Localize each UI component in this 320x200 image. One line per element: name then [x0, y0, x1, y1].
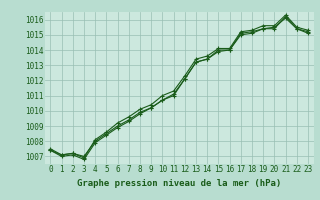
X-axis label: Graphe pression niveau de la mer (hPa): Graphe pression niveau de la mer (hPa) [77, 179, 281, 188]
